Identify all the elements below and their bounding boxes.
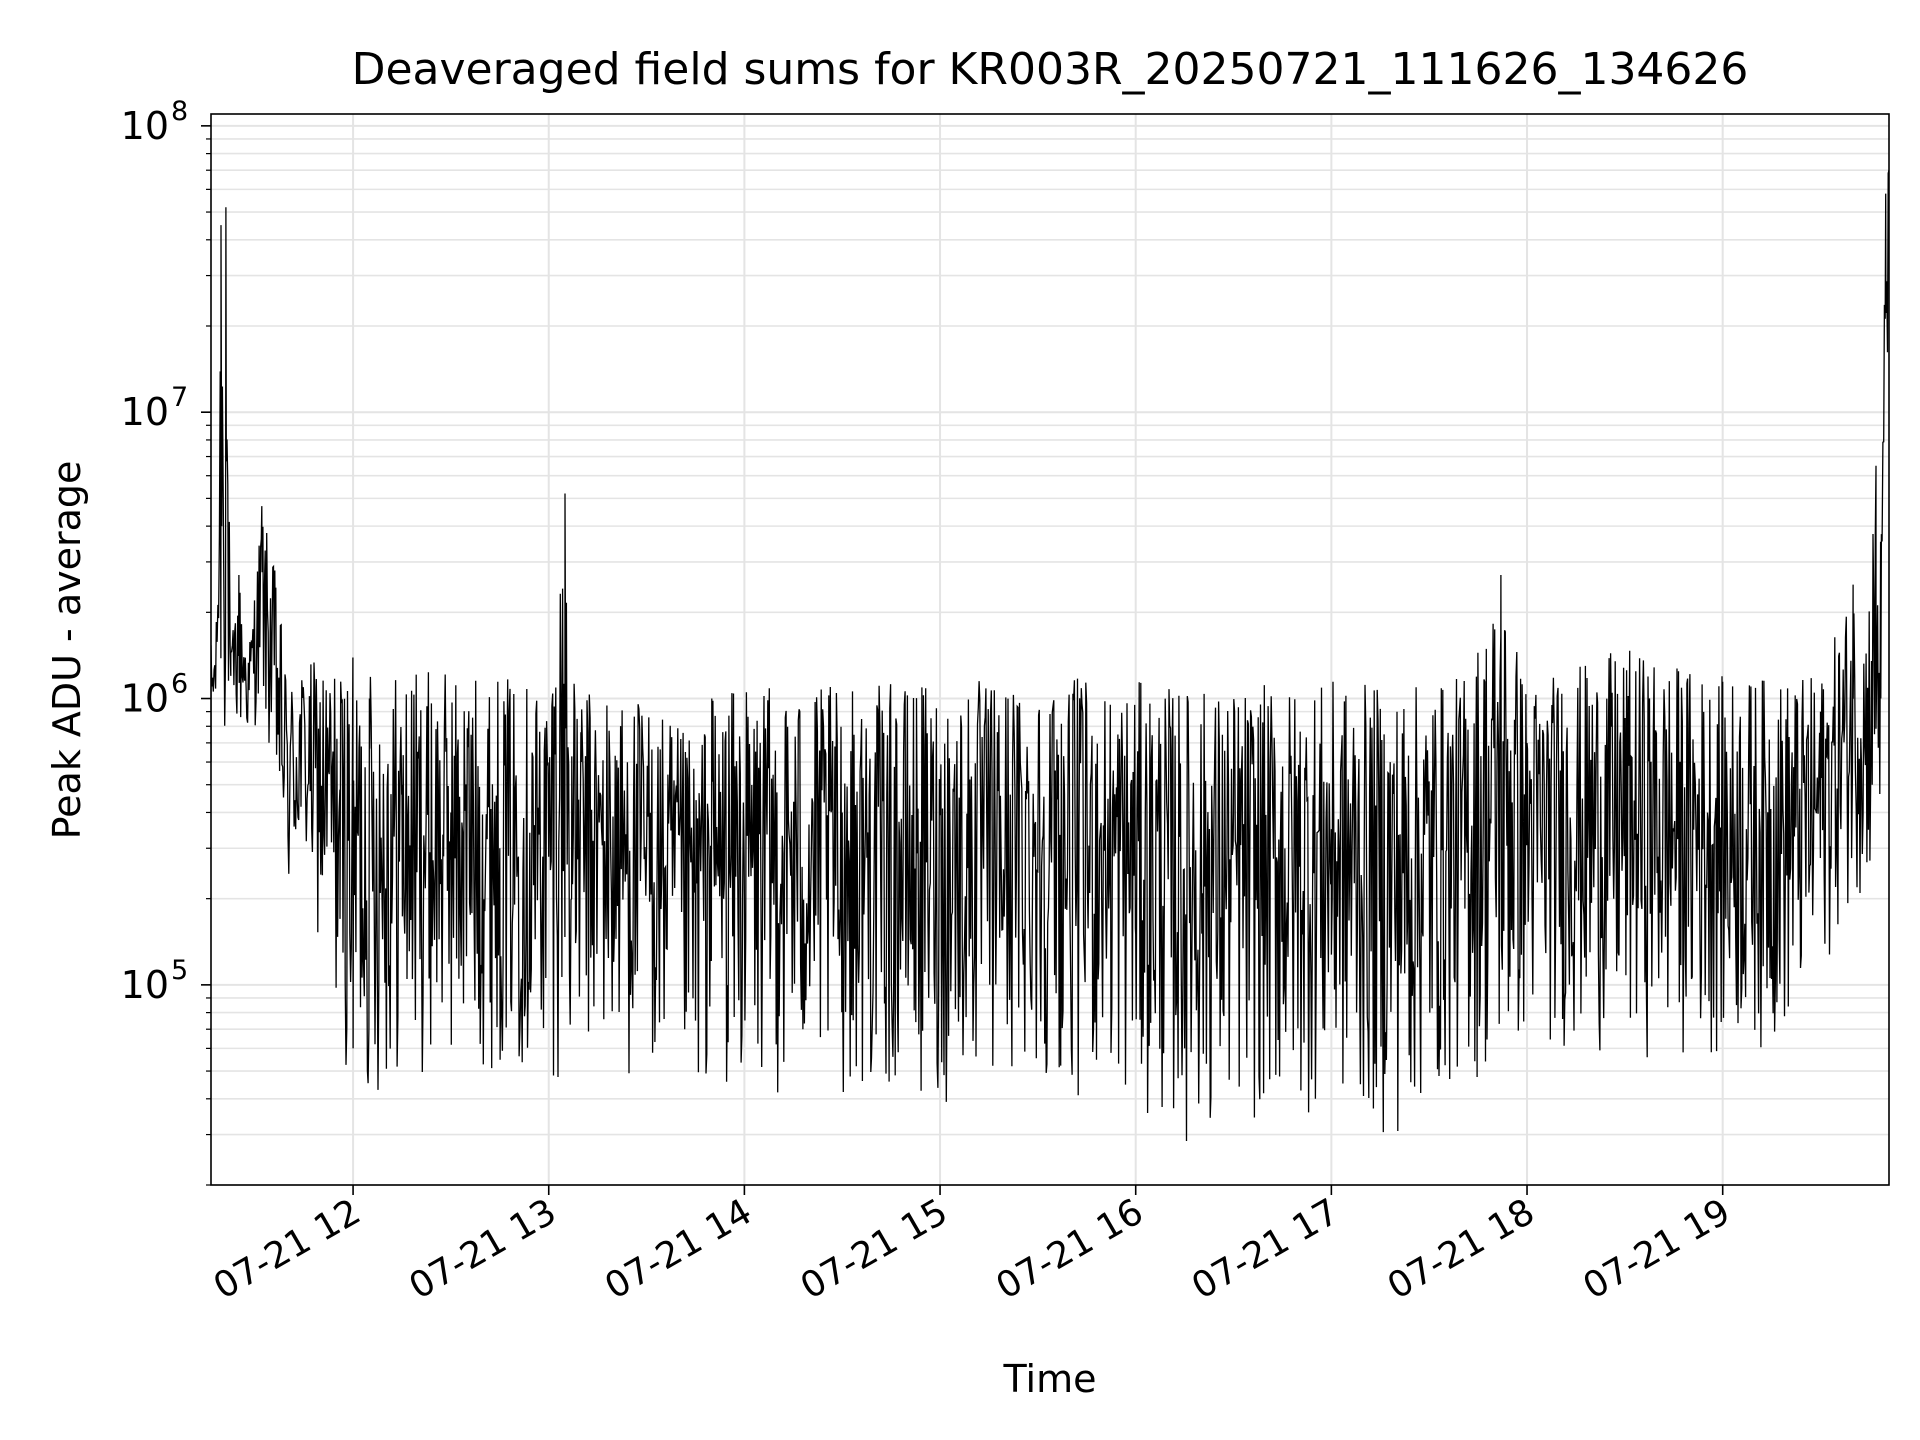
series-layer xyxy=(211,170,1889,1142)
y-tick-label: 10 5 xyxy=(121,955,189,1007)
y-tick-base: 10 xyxy=(121,677,169,721)
y-tick-exponent: 6 xyxy=(171,669,188,700)
chart-title: Deaveraged field sums for KR003R_2025072… xyxy=(352,44,1749,95)
y-tick-label: 10 8 xyxy=(121,96,189,148)
y-tick-label: 10 7 xyxy=(121,382,189,434)
plot-frame xyxy=(210,113,1890,1186)
y-tick-exponent: 7 xyxy=(171,382,188,413)
y-axis-label: Peak ADU - average xyxy=(45,461,89,840)
y-tick-exponent: 5 xyxy=(171,955,188,986)
y-tick-label: 10 6 xyxy=(121,669,189,721)
plot-area xyxy=(211,170,1889,1142)
y-tick-base: 10 xyxy=(121,104,169,148)
y-tick-exponent: 8 xyxy=(171,96,188,127)
y-tick-base: 10 xyxy=(121,963,169,1007)
y-tick-base: 10 xyxy=(121,390,169,434)
x-axis-label: Time xyxy=(1003,1357,1097,1401)
series-line-0 xyxy=(211,170,1889,1142)
